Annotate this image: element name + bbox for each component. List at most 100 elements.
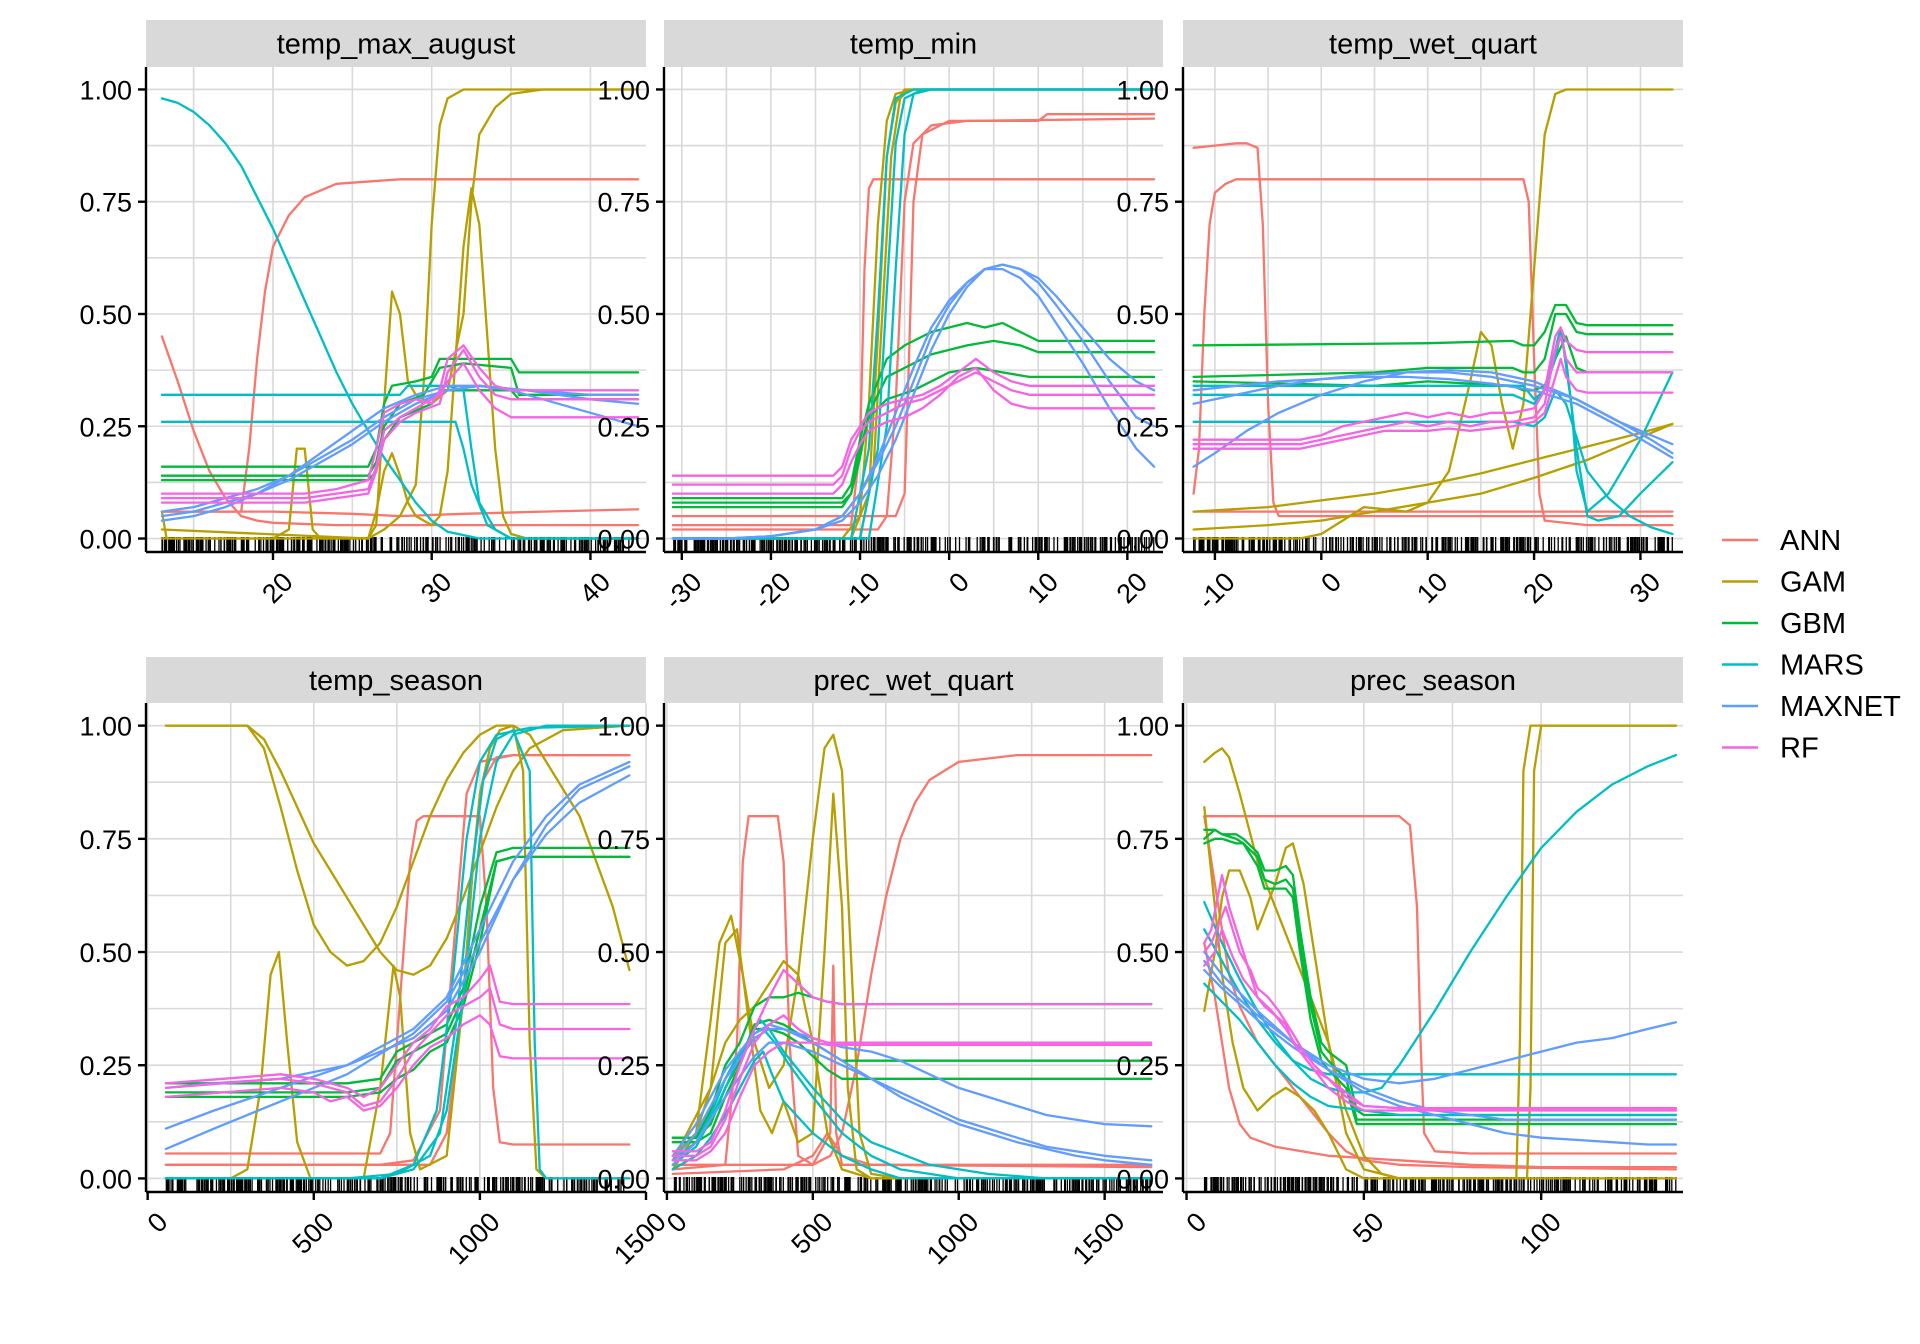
curve-maxnet-1 (1192, 368, 1674, 468)
curve-rf-3 (1192, 357, 1674, 450)
curve-ann-2 (1192, 178, 1674, 527)
y-tick-label: 0.00 (1116, 1164, 1169, 1194)
y-tick-label: 1.00 (597, 75, 650, 105)
curves (671, 88, 1156, 540)
x-tick-label: 40 (574, 567, 616, 609)
x-tick-label: 20 (1517, 567, 1559, 609)
legend-label: MAXNET (1780, 691, 1901, 723)
curve-mars-3 (164, 724, 631, 1180)
legend-label: GAM (1780, 567, 1846, 599)
x-tick-label: 20 (256, 567, 298, 609)
facet-title: temp_wet_quart (1329, 29, 1537, 61)
curve-mars-3 (160, 420, 640, 540)
legend-label: ANN (1780, 525, 1841, 557)
curve-ann-3 (671, 113, 1156, 518)
x-tick-label: 0 (142, 1207, 174, 1239)
curve-gbm-1 (671, 321, 1156, 500)
curve-ann-1 (1203, 815, 1678, 1155)
facet-panel-prec_season: prec_season 0.00 0.25 0.50 0.75 1.00 0 50 100 (1116, 657, 1683, 1260)
curves (164, 724, 631, 1180)
y-tick-label: 0.50 (79, 300, 132, 330)
facet-strip (664, 20, 1163, 67)
curve-ann-2 (1203, 941, 1678, 1169)
x-tick-label: 0 (1181, 1207, 1213, 1239)
legend-item-maxnet: MAXNET (1722, 691, 1901, 723)
legend: ANN GAM GBM MARS MAXNET RF (1722, 525, 1901, 765)
curve-gam-1 (1192, 422, 1674, 513)
curve-gam-1 (671, 733, 1153, 1180)
curve-gbm-1 (164, 846, 631, 1085)
facet-strip (664, 657, 1163, 703)
curve-gbm-2 (1192, 312, 1674, 379)
x-tick-label: 1000 (442, 1207, 506, 1271)
y-tick-label: 0.50 (597, 300, 650, 330)
y-tick-label: 0.75 (597, 825, 650, 855)
y-tick-label: 0.25 (597, 1051, 650, 1081)
curve-rf-1 (164, 964, 631, 1099)
y-tick-label: 0.75 (79, 188, 132, 218)
curve-maxnet-3 (671, 263, 1156, 540)
curve-ann-2 (671, 117, 1156, 531)
curve-mars-1 (671, 88, 1156, 540)
x-tick-label: 20 (1111, 567, 1153, 609)
curve-ann-3 (671, 1131, 1153, 1176)
curve-maxnet-2 (671, 267, 1156, 540)
curve-ann-2 (160, 178, 640, 513)
x-tick-label: 10 (1411, 567, 1453, 609)
y-tick-label: 1.00 (79, 712, 132, 742)
gridlines (146, 703, 647, 1192)
curve-gam-1 (164, 724, 631, 976)
curves (160, 88, 640, 540)
facet-title: prec_season (1350, 665, 1516, 697)
curve-gbm-1 (1192, 303, 1674, 347)
x-tick-label: 50 (1347, 1207, 1389, 1249)
curve-maxnet-1 (1203, 959, 1678, 1085)
curve-gbm-3 (164, 855, 631, 1099)
legend-label: MARS (1780, 650, 1864, 682)
facet-title: prec_wet_quart (814, 665, 1014, 697)
facet-strip (1183, 657, 1683, 703)
curve-gbm-2 (1203, 828, 1678, 1121)
curve-rf-2 (671, 1014, 1153, 1157)
y-tick-label: 0.25 (79, 1051, 132, 1081)
curves (671, 733, 1153, 1180)
curve-ann-1 (671, 753, 1153, 1166)
y-tick-label: 0.25 (79, 412, 132, 442)
x-tick-label: -10 (1192, 567, 1241, 616)
curve-gam-1 (160, 88, 640, 540)
legend-item-gbm: GBM (1722, 608, 1846, 640)
curve-mars-1 (671, 1018, 1153, 1180)
y-tick-label: 0.00 (597, 525, 650, 555)
curve-gam-3 (1192, 88, 1674, 540)
facet-title: temp_min (850, 29, 977, 61)
gridlines (664, 67, 1163, 552)
rug-marks (673, 1177, 1151, 1192)
y-tick-label: 0.75 (79, 825, 132, 855)
curve-mars-2 (1192, 326, 1674, 513)
facet-panel-temp_wet_quart: temp_wet_quart 0.00 0.25 0.50 0.75 1.00 -10 0 10… (1116, 20, 1683, 615)
x-tick-label: 100 (1514, 1207, 1567, 1260)
x-tick-label: 0 (1315, 567, 1347, 599)
y-tick-label: 0.75 (1116, 825, 1169, 855)
curve-rf-2 (671, 371, 1156, 486)
curve-gam-3 (1203, 724, 1678, 1180)
curve-maxnet-2 (671, 1041, 1153, 1166)
y-tick-label: 0.75 (1116, 188, 1169, 218)
curve-rf-2 (1203, 905, 1678, 1110)
y-tick-label: 0.50 (1116, 938, 1169, 968)
y-tick-label: 0.00 (1116, 525, 1169, 555)
x-tick-label: 500 (786, 1207, 839, 1260)
curve-gam-2 (164, 724, 631, 972)
curve-gam-3 (160, 88, 640, 540)
y-tick-label: 0.50 (597, 938, 650, 968)
y-tick-label: 0.25 (597, 412, 650, 442)
y-tick-label: 0.50 (79, 938, 132, 968)
curve-rf-3 (164, 1014, 631, 1112)
y-tick-label: 1.00 (79, 75, 132, 105)
curve-gam-2 (1203, 724, 1678, 1180)
curve-maxnet-2 (1192, 371, 1674, 446)
y-tick-label: 0.25 (1116, 412, 1169, 442)
curve-rf-3 (671, 1041, 1153, 1162)
